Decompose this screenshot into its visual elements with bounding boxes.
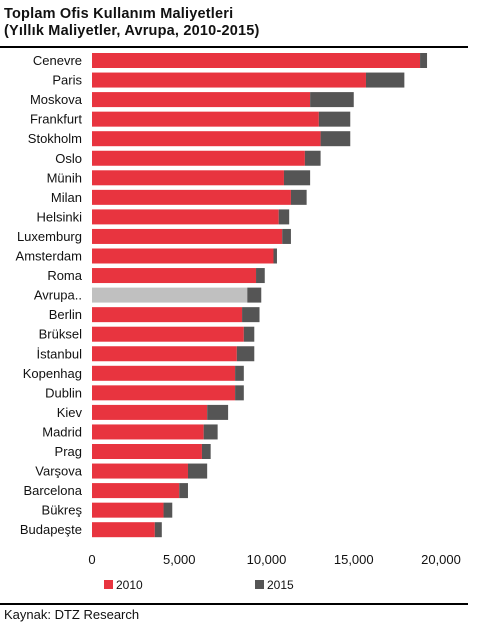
bar-2010 [92, 53, 421, 68]
bar-2010 [92, 326, 244, 342]
bar-2010 [92, 150, 305, 166]
bar-2010 [92, 111, 319, 127]
category-label: Cenevre [33, 53, 82, 68]
bar-2015 [247, 287, 262, 303]
bar-2010 [92, 522, 155, 538]
source-rule [0, 603, 468, 605]
title-rule [0, 46, 468, 48]
chart-title-line-2: (Yıllık Maliyetler, Avrupa, 2010-2015) [4, 23, 260, 39]
bar-2010 [92, 444, 202, 459]
category-label: Münih [47, 170, 82, 185]
bar-2010 [92, 209, 279, 225]
x-tick-label: 5,000 [163, 552, 196, 567]
category-label: Paris [52, 73, 82, 88]
bar-2015 [201, 444, 211, 459]
bar-2010 [92, 268, 257, 284]
bar-2010 [92, 385, 236, 401]
bar-2015 [365, 72, 405, 88]
category-label: Budapeşte [20, 522, 82, 537]
legend-label: 2010 [116, 578, 143, 592]
category-label: Madrid [42, 424, 82, 439]
bar-2010 [92, 92, 311, 108]
bar-2010 [92, 72, 366, 88]
category-label: Amsterdam [16, 249, 82, 264]
legend-swatch-2015 [255, 580, 264, 589]
bar-2015 [203, 424, 218, 440]
bar-2015 [235, 385, 244, 401]
category-label: Barcelona [23, 483, 82, 498]
legend-label: 2015 [267, 578, 294, 592]
bar-2010 [92, 463, 188, 479]
legend-swatch-2010 [104, 580, 113, 589]
category-label: Prag [55, 444, 82, 459]
bar-2015 [304, 150, 321, 166]
bar-2015 [290, 189, 307, 205]
category-label: Moskova [30, 92, 83, 107]
bar-2015 [242, 307, 260, 323]
bar-2010 [92, 131, 321, 147]
category-label: Avrupa.. [34, 288, 82, 303]
category-label: Bükreş [42, 503, 83, 518]
x-tick-label: 0 [88, 552, 95, 567]
bar-2015 [154, 522, 162, 538]
category-label: Varşova [35, 464, 82, 479]
category-label: Brüksel [39, 327, 82, 342]
chart-title: Toplam Ofis Kullanım Maliyetleri (Yıllık… [4, 6, 260, 40]
bar-2015 [282, 228, 291, 244]
bar-2010 [92, 483, 180, 499]
category-label: Frankfurt [30, 112, 82, 127]
bar-2010 [92, 170, 284, 186]
category-label: Milan [51, 190, 82, 205]
category-label: Stokholm [28, 131, 82, 146]
bar-2015 [207, 404, 229, 420]
bar-2010 [92, 365, 236, 381]
x-tick-label: 10,000 [247, 552, 287, 567]
bar-2015 [320, 131, 351, 147]
category-label: Kopenhag [23, 366, 82, 381]
category-label: Kiev [57, 405, 83, 420]
bar-2015 [278, 209, 290, 225]
chart-title-line-1: Toplam Ofis Kullanım Maliyetleri [4, 6, 234, 22]
category-label: Dublin [45, 385, 82, 400]
bar-2010 [92, 248, 274, 264]
bar-2015 [256, 268, 265, 284]
bar-2010 [92, 287, 248, 303]
bar-2015 [243, 326, 255, 342]
bar-2015 [235, 365, 244, 381]
x-tick-label: 20,000 [421, 552, 461, 567]
bar-2010 [92, 346, 237, 362]
category-label: Helsinki [36, 209, 82, 224]
bar-2015 [310, 92, 354, 108]
category-label: Berlin [49, 307, 82, 322]
source-note: Kaynak: DTZ Research [4, 607, 140, 622]
bar-2010 [92, 307, 243, 323]
bar-2010 [92, 189, 291, 205]
category-label: Roma [47, 268, 82, 283]
category-label: İstanbul [36, 346, 82, 361]
bar-2015 [179, 483, 188, 499]
bar-2015 [163, 502, 173, 518]
bar-2010 [92, 404, 208, 420]
bar-2015 [187, 463, 208, 479]
bar-2015 [273, 248, 277, 264]
bar-2015 [318, 111, 351, 127]
bar-2015 [283, 170, 311, 186]
bar-2010 [92, 424, 204, 440]
bar-2015 [420, 53, 428, 68]
category-label: Luxemburg [17, 229, 82, 244]
bar-2015 [236, 346, 255, 362]
bar-2010 [92, 228, 283, 244]
category-label: Oslo [55, 151, 82, 166]
bar-chart: Cenevre Paris Moskova Frankfurt Stokholm Oslo… [16, 53, 461, 592]
bar-2010 [92, 502, 164, 518]
x-tick-label: 15,000 [334, 552, 374, 567]
